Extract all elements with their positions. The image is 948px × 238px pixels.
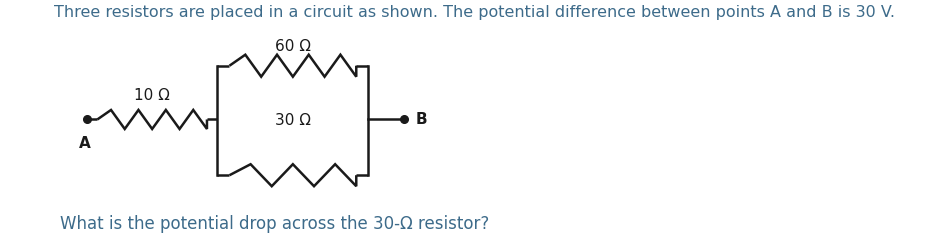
Text: 30 Ω: 30 Ω	[275, 113, 311, 128]
Text: 10 Ω: 10 Ω	[135, 88, 170, 103]
Text: Three resistors are placed in a circuit as shown. The potential difference betwe: Three resistors are placed in a circuit …	[53, 5, 895, 20]
Text: 60 Ω: 60 Ω	[275, 39, 311, 54]
Text: What is the potential drop across the 30-Ω resistor?: What is the potential drop across the 30…	[61, 215, 489, 233]
Text: A: A	[80, 136, 91, 151]
Text: B: B	[415, 112, 427, 127]
